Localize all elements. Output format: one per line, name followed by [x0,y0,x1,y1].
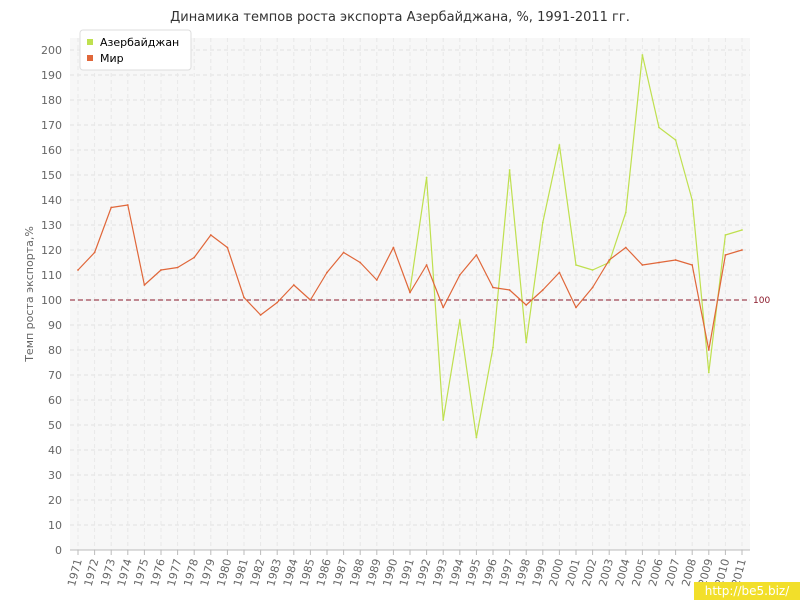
y-tick-label: 120 [41,244,62,257]
data-point-0 [641,54,644,56]
legend-marker-0 [87,39,93,45]
data-point-1 [309,299,312,301]
reference-line-group: 100 [70,296,770,306]
data-point-1 [641,264,644,266]
data-point-1 [160,269,162,271]
y-tick-label: 170 [41,119,62,132]
legend-label-1: Мир [100,52,124,65]
data-point-1 [143,284,146,286]
y-tick-label: 130 [41,219,62,232]
legend-box [79,29,192,71]
data-point-1 [458,274,461,276]
y-tick-label: 200 [41,44,62,57]
data-point-1 [658,261,660,264]
data-point-1 [342,251,345,254]
y-tick-label: 110 [41,269,62,282]
data-point-0 [658,126,660,129]
data-point-1 [608,259,611,261]
grid-lines [70,38,750,550]
legend-marker-1 [87,55,93,61]
y-tick-label: 50 [48,419,62,432]
series-lines [77,54,743,439]
data-point-1 [624,246,627,249]
y-tick-label: 10 [48,519,62,532]
data-point-0 [724,234,727,236]
data-point-0 [541,221,544,224]
y-tick-label: 180 [41,94,62,107]
x-axis-ticks: 1971197219731974197519761977197819791980… [65,550,749,588]
chart-title: Динамика темпов роста экспорта Азербайдж… [170,10,630,25]
data-point-1 [508,289,511,291]
data-point-1 [209,234,212,236]
data-point-0 [475,436,478,439]
y-tick-label: 90 [48,319,62,332]
y-tick-label: 190 [41,69,62,82]
data-point-1 [475,254,478,256]
data-point-0 [558,144,561,146]
reference-line-label: 100 [753,296,770,306]
data-point-0 [608,261,611,264]
data-point-1 [442,306,445,309]
y-tick-label: 20 [48,494,62,507]
data-point-1 [691,264,694,266]
y-tick-label: 100 [41,294,62,307]
data-point-1 [193,256,196,259]
data-point-1 [126,204,129,206]
data-point-1 [541,289,544,291]
data-point-0 [492,346,494,349]
y-tick-label: 80 [48,344,62,357]
data-point-0 [741,229,743,231]
data-point-1 [93,251,96,254]
watermark-link[interactable]: http://be5.biz/ [694,582,800,600]
legend: Азербайджан Мир [79,29,192,71]
data-point-1 [176,266,179,269]
data-point-0 [525,341,528,344]
data-point-1 [110,206,113,209]
y-tick-label: 150 [41,169,62,182]
data-point-0 [691,199,694,201]
y-tick-label: 60 [48,394,62,407]
data-point-0 [508,169,511,171]
y-axis-ticks: 0 10 20 30 40 50 60 70 80 90 100 110 120 130 140 150 160… [41,44,62,557]
data-point-1 [375,279,378,281]
data-point-1 [741,249,743,251]
y-axis-label: Темп роста экспорта,% [23,226,36,363]
data-point-0 [442,419,445,421]
data-point-1 [243,296,245,299]
data-point-1 [492,286,494,289]
y-tick-label: 70 [48,369,62,382]
data-point-1 [425,264,428,266]
data-point-0 [591,269,594,271]
data-point-1 [226,246,229,249]
data-point-1 [724,254,727,256]
data-point-1 [525,304,528,306]
y-tick-label: 160 [41,144,62,157]
data-point-0 [575,264,577,266]
data-point-1 [392,246,395,249]
data-point-1 [591,286,594,289]
data-point-1 [259,314,262,316]
data-point-0 [458,319,461,321]
data-point-1 [409,291,411,294]
data-point-1 [359,261,362,264]
data-point-1 [558,271,561,274]
y-tick-label: 0 [55,544,62,557]
data-point-1 [707,349,710,351]
data-point-1 [326,271,328,274]
y-tick-label: 40 [48,444,62,457]
data-point-0 [707,371,710,374]
y-tick-label: 140 [41,194,62,207]
data-point-1 [674,259,677,261]
data-point-1 [575,306,577,309]
y-tick-label: 30 [48,469,62,482]
data-point-1 [276,301,279,304]
data-point-0 [674,139,677,141]
data-point-1 [292,284,295,286]
legend-label-0: Азербайджан [100,36,179,49]
data-point-0 [425,176,428,179]
data-point-0 [624,211,627,214]
data-point-1 [77,269,79,271]
